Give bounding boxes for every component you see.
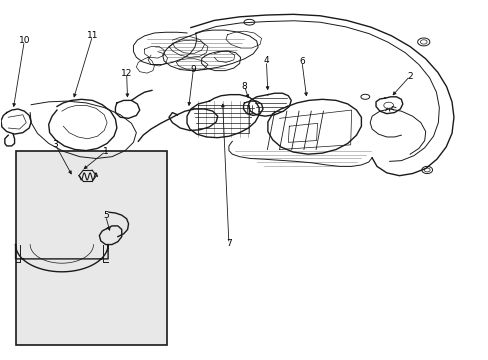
Text: 1: 1	[102, 147, 108, 156]
Text: 7: 7	[225, 239, 231, 248]
Text: 10: 10	[19, 36, 30, 45]
Text: 5: 5	[102, 211, 108, 220]
Text: 8: 8	[241, 82, 247, 91]
Text: 11: 11	[86, 31, 98, 40]
Text: 12: 12	[121, 69, 132, 78]
Text: 2: 2	[407, 72, 412, 81]
Bar	[16, 151, 166, 345]
Text: 9: 9	[190, 65, 196, 74]
Text: 4: 4	[263, 57, 269, 66]
Text: 6: 6	[299, 57, 304, 66]
Text: 3: 3	[53, 140, 58, 149]
